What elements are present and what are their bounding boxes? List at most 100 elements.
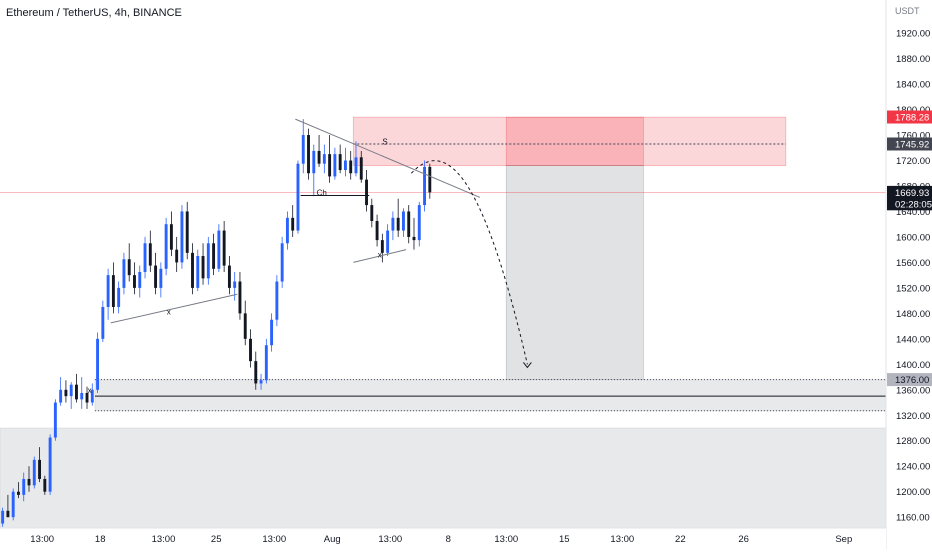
candle bbox=[417, 201, 421, 247]
candle-body bbox=[343, 160, 347, 171]
candle-body bbox=[138, 271, 142, 288]
candle-body bbox=[428, 166, 432, 193]
x-tick-label: 22 bbox=[675, 534, 686, 545]
candle bbox=[106, 268, 110, 320]
candle bbox=[196, 249, 200, 292]
candle-body bbox=[328, 154, 332, 177]
candle-body bbox=[396, 217, 400, 231]
candle-body bbox=[127, 259, 131, 276]
candle-body bbox=[417, 205, 421, 241]
candle bbox=[111, 262, 115, 314]
projected-path bbox=[410, 160, 528, 365]
candle-body bbox=[17, 491, 20, 495]
currency-label: USDT bbox=[895, 6, 920, 16]
candle bbox=[32, 456, 36, 489]
candle bbox=[1, 507, 5, 527]
candle bbox=[285, 211, 289, 250]
candle bbox=[249, 329, 252, 368]
annotation-label: x bbox=[88, 386, 92, 395]
y-tick-label: 1400.00 bbox=[896, 360, 930, 371]
y-tick-label: 1920.00 bbox=[896, 29, 930, 40]
candle-body bbox=[191, 252, 194, 288]
supply-zone bbox=[352, 116, 787, 166]
short-target-zone bbox=[505, 165, 644, 380]
candle bbox=[291, 205, 295, 237]
candle bbox=[143, 236, 147, 279]
candle bbox=[264, 338, 268, 384]
candle-body bbox=[117, 287, 121, 307]
candle-body bbox=[254, 361, 258, 384]
y-tick-label: 1640.00 bbox=[896, 207, 930, 218]
candle bbox=[212, 233, 216, 276]
candle-body bbox=[338, 154, 342, 171]
candle bbox=[254, 351, 258, 390]
higher-low-line-2 bbox=[353, 249, 407, 263]
price-label-text: 02:28:05 bbox=[895, 199, 932, 210]
candle bbox=[401, 208, 405, 237]
candle bbox=[370, 198, 374, 228]
candle bbox=[301, 119, 305, 174]
projected-path-arrow bbox=[522, 362, 532, 369]
candle bbox=[296, 160, 300, 234]
candle-body bbox=[259, 380, 263, 384]
time-axis-panel bbox=[0, 528, 886, 550]
candle-body bbox=[159, 268, 163, 288]
candle bbox=[386, 224, 390, 257]
candle bbox=[85, 386, 89, 409]
candle-body bbox=[106, 275, 110, 307]
candle bbox=[423, 160, 426, 212]
candle bbox=[280, 236, 284, 288]
candle-body bbox=[69, 384, 73, 397]
candle bbox=[201, 243, 205, 285]
y-tick-label: 1600.00 bbox=[896, 232, 930, 243]
candle bbox=[243, 300, 247, 346]
candle bbox=[185, 201, 189, 260]
candle-body bbox=[233, 281, 237, 288]
higher-low-line-1 bbox=[110, 293, 238, 324]
candle bbox=[64, 380, 68, 403]
candle bbox=[53, 399, 57, 441]
candle-body bbox=[291, 217, 295, 231]
candle bbox=[270, 313, 274, 352]
y-tick-label: 1720.00 bbox=[896, 156, 930, 167]
y-tick-label: 1240.00 bbox=[896, 462, 930, 473]
candle-body bbox=[75, 384, 78, 400]
candle bbox=[138, 265, 142, 298]
candle-body bbox=[90, 389, 94, 403]
price-label-text: 1376.00 bbox=[895, 375, 929, 386]
candle-body bbox=[401, 211, 405, 231]
candle-body bbox=[206, 243, 210, 279]
candle-body bbox=[386, 230, 390, 253]
candle-body bbox=[407, 211, 411, 237]
demand-zone-upper bbox=[94, 379, 887, 412]
price-label-text: 1745.92 bbox=[895, 139, 929, 150]
candle-body bbox=[217, 230, 221, 269]
candle bbox=[159, 262, 163, 298]
x-tick-label: 15 bbox=[559, 534, 570, 545]
candle-body bbox=[59, 389, 63, 403]
candle bbox=[11, 488, 15, 521]
candle bbox=[169, 211, 173, 257]
short-stop-zone bbox=[505, 116, 644, 166]
candle bbox=[328, 135, 332, 183]
candle bbox=[48, 434, 52, 495]
candle-body bbox=[307, 135, 310, 174]
candle bbox=[338, 144, 342, 174]
x-tick-label: 13:00 bbox=[378, 534, 402, 545]
candle bbox=[22, 472, 26, 502]
candle bbox=[122, 252, 126, 295]
candle-body bbox=[312, 150, 316, 174]
demand-zone-lower bbox=[0, 427, 887, 529]
y-tick-label: 1880.00 bbox=[896, 54, 930, 65]
candle-body bbox=[270, 319, 274, 346]
candle-body bbox=[285, 217, 289, 244]
candle bbox=[354, 141, 358, 177]
candle bbox=[154, 252, 158, 295]
candle bbox=[227, 256, 231, 295]
candle-body bbox=[349, 160, 353, 174]
candle bbox=[233, 271, 237, 301]
x-tick-label: 26 bbox=[738, 534, 749, 545]
x-tick-label: Sep bbox=[835, 534, 852, 545]
